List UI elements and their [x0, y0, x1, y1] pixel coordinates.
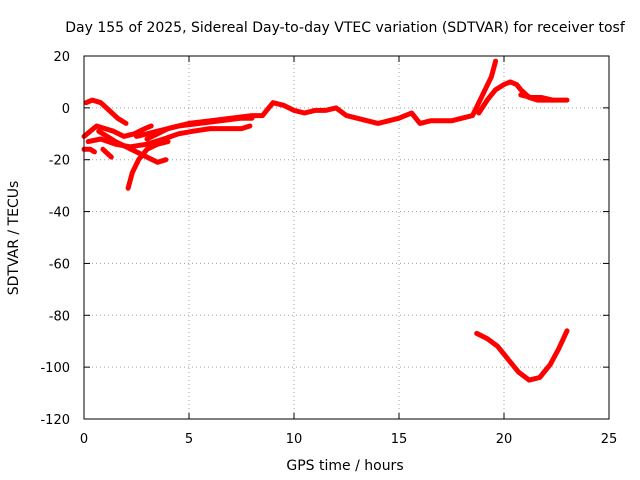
y-tick-label: -80	[49, 309, 70, 324]
chart-title: Day 155 of 2025, Sidereal Day-to-day VTE…	[65, 20, 626, 36]
series-line	[96, 128, 169, 165]
x-tick-label: 5	[185, 432, 193, 447]
series-line	[81, 146, 97, 155]
x-tick-label: 20	[496, 432, 513, 447]
x-tick-label: 15	[391, 432, 408, 447]
series-line	[144, 58, 499, 142]
x-tick-label: 10	[286, 432, 303, 447]
y-tick-label: -40	[49, 206, 70, 221]
series-line	[100, 146, 114, 160]
y-axis-label: SDTVAR / TECUs	[6, 181, 22, 296]
x-axis-label: GPS time / hours	[286, 458, 403, 474]
series-line	[85, 123, 253, 150]
x-tick-label: 25	[601, 432, 618, 447]
y-tick-label: -120	[40, 413, 70, 428]
series-line	[518, 92, 555, 103]
plot-frame	[83, 55, 610, 420]
y-tick-label: -60	[49, 257, 70, 272]
series-line	[125, 139, 171, 191]
y-tick-label: 20	[53, 50, 70, 65]
series-line	[83, 97, 129, 126]
series-line	[81, 123, 154, 139]
grid-lines	[84, 56, 609, 419]
x-tick-label: 0	[80, 432, 88, 447]
series-line	[474, 328, 570, 383]
y-tick-label: -100	[40, 361, 70, 376]
y-tick-label: -20	[49, 154, 70, 169]
y-tick-label: 0	[62, 102, 70, 117]
axis-ticks: 0 5 10 15 20 25 -120 -100 -80 -60 -40 -20 0 20	[40, 50, 617, 447]
data-series	[81, 58, 570, 383]
